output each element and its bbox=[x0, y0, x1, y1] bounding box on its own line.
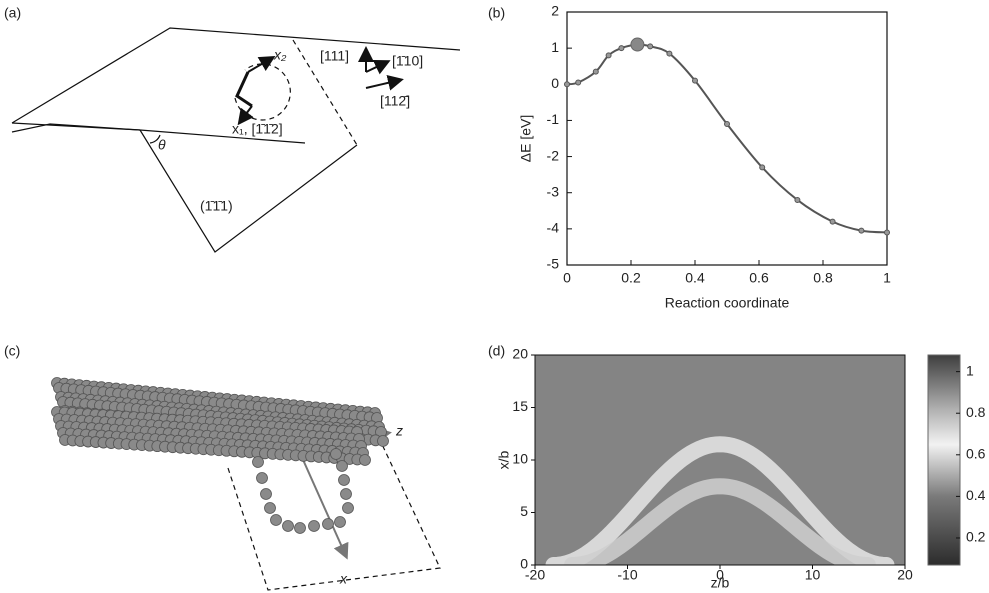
x-tick-label: 1 bbox=[883, 270, 891, 286]
atom bbox=[294, 522, 306, 534]
atom bbox=[260, 488, 272, 500]
y-tick-label: 10 bbox=[512, 451, 528, 467]
x-tick-label: 10 bbox=[805, 567, 821, 583]
direction-label: [112̄] bbox=[380, 93, 410, 109]
x-tick-label: 0.8 bbox=[813, 270, 833, 286]
colorbar-tick-label: 0.8 bbox=[966, 404, 986, 420]
diagram-c: z x bbox=[51, 377, 441, 591]
atom bbox=[334, 516, 346, 528]
atom bbox=[270, 514, 282, 526]
atom bbox=[340, 488, 352, 500]
panel-label: (d) bbox=[488, 343, 505, 359]
point bbox=[647, 43, 654, 50]
y-tick-label: 0 bbox=[551, 75, 559, 91]
y-tick-label: 1 bbox=[551, 39, 559, 55]
atom bbox=[308, 520, 320, 532]
atom bbox=[256, 472, 268, 484]
x-tick-label: -10 bbox=[617, 567, 637, 583]
point bbox=[575, 79, 582, 86]
x-axis-label: z/b bbox=[711, 575, 730, 591]
point bbox=[858, 227, 865, 234]
atom bbox=[359, 454, 371, 466]
panel-label: (b) bbox=[488, 5, 505, 21]
point bbox=[592, 68, 599, 75]
point bbox=[759, 164, 766, 171]
y-axis-label: ΔE [eV] bbox=[518, 115, 534, 162]
point bbox=[724, 121, 730, 128]
point bbox=[564, 81, 570, 88]
panel-label: (c) bbox=[4, 343, 20, 359]
ridge bbox=[545, 436, 895, 565]
axis-label: x bbox=[339, 571, 348, 587]
point bbox=[794, 196, 801, 203]
x-tick-label: 20 bbox=[897, 567, 913, 583]
point bbox=[666, 50, 673, 57]
colorbar bbox=[927, 354, 961, 566]
colorbar-tick-label: 0.6 bbox=[966, 446, 986, 462]
panel-label: (a) bbox=[4, 5, 21, 21]
y-tick-label: -1 bbox=[547, 111, 560, 127]
axis-label: x₁, [1̄1̄2] bbox=[232, 121, 283, 137]
y-tick-label: -3 bbox=[547, 183, 560, 199]
y-tick-label: 2 bbox=[551, 3, 559, 19]
y-tick-label: 5 bbox=[520, 503, 528, 519]
y-tick-label: 15 bbox=[512, 398, 528, 414]
diagram-a: x₂ x₁, [1̄1̄2] [111] [1̄10] [112̄] θ (1̄… bbox=[11, 27, 461, 253]
plot-frame bbox=[566, 11, 888, 266]
y-tick-label: 20 bbox=[512, 346, 528, 362]
atom bbox=[336, 460, 348, 472]
axis-label: x₂ bbox=[273, 47, 287, 63]
y-tick-label: 0 bbox=[520, 556, 528, 572]
x-tick-label: -20 bbox=[525, 567, 545, 583]
atom bbox=[322, 518, 334, 530]
point bbox=[605, 52, 612, 59]
atom bbox=[264, 502, 276, 514]
colorbar-tick-label: 1 bbox=[966, 362, 974, 378]
point bbox=[829, 218, 836, 225]
colorbar-tick-label: 0.4 bbox=[966, 487, 986, 503]
angle-label: θ bbox=[158, 137, 166, 153]
atom bbox=[338, 474, 350, 486]
atom bbox=[377, 435, 389, 447]
x-axis-label: Reaction coordinate bbox=[665, 295, 790, 311]
point bbox=[884, 229, 890, 236]
ridge bbox=[564, 478, 876, 565]
y-tick-label: -5 bbox=[547, 256, 560, 272]
atom bbox=[252, 456, 264, 468]
saddle-point bbox=[630, 37, 645, 52]
heatmap-background bbox=[535, 355, 905, 565]
y-axis-label: x/b bbox=[496, 450, 512, 469]
x-tick-label: 0.4 bbox=[685, 270, 705, 286]
atom bbox=[330, 448, 342, 460]
curve bbox=[566, 43, 888, 234]
direction-label: [1̄10] bbox=[392, 53, 423, 69]
direction-label: [111] bbox=[320, 48, 349, 64]
colorbar-tick-label: 0.2 bbox=[966, 529, 986, 545]
point bbox=[618, 45, 625, 52]
plane-label: (1̄1̄1) bbox=[200, 198, 233, 214]
y-tick-label: -2 bbox=[547, 147, 560, 163]
x-tick-label: 0 bbox=[716, 567, 724, 583]
x-tick-label: 0.2 bbox=[621, 270, 641, 286]
point bbox=[692, 77, 698, 84]
x-tick-label: 0.6 bbox=[749, 270, 769, 286]
atom bbox=[282, 520, 294, 532]
y-tick-label: -4 bbox=[547, 220, 560, 236]
atom bbox=[342, 502, 354, 514]
x-tick-label: 0 bbox=[563, 270, 571, 286]
axis-label: z bbox=[395, 423, 403, 439]
